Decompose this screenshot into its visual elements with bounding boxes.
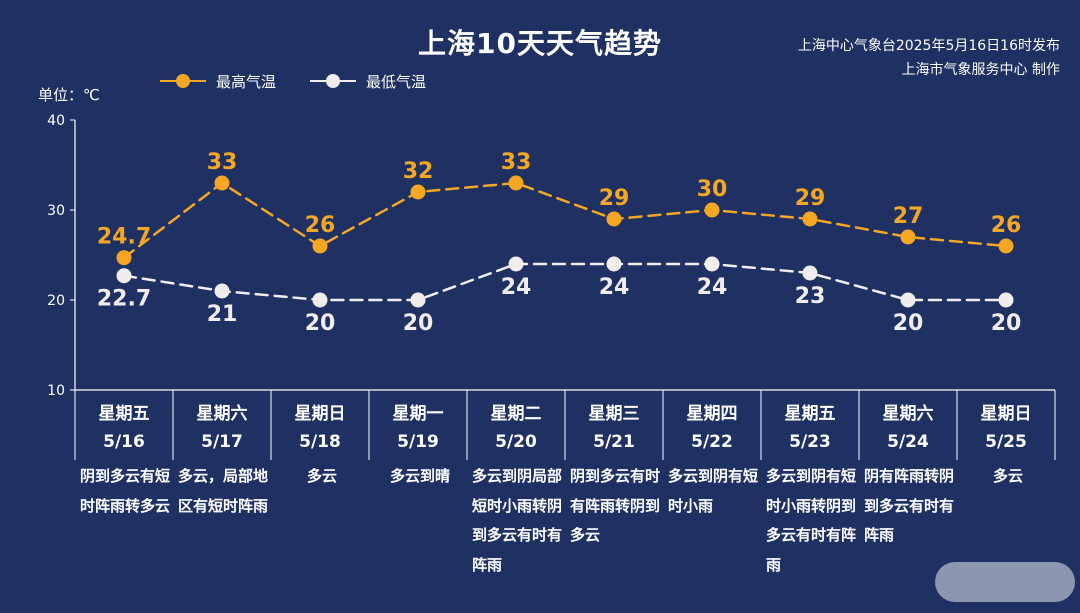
- point-high: [802, 211, 818, 227]
- x-tick-label: 5/24: [887, 432, 929, 452]
- weekday-label: 星期四: [686, 404, 738, 424]
- day-column: 星期四 5/22: [663, 392, 761, 456]
- data-label-high: 27: [893, 204, 924, 229]
- x-tick-label: 5/22: [691, 432, 733, 452]
- point-high: [998, 238, 1014, 254]
- point-low: [802, 265, 818, 281]
- series-line-high: [122, 181, 1008, 259]
- data-label-low: 24: [599, 275, 630, 300]
- day-column: 星期一 5/19: [369, 392, 467, 456]
- x-tick-label: 5/17: [201, 432, 243, 452]
- point-low: [704, 256, 720, 272]
- series-line-low: [122, 262, 1008, 302]
- weekday-label: 星期五: [98, 404, 150, 424]
- data-label-high: 24.7: [97, 225, 151, 250]
- data-label-low: 20: [991, 311, 1022, 336]
- point-low: [606, 256, 622, 272]
- unit-label: 单位：℃: [38, 86, 100, 104]
- y-tick-label: 20: [47, 293, 65, 309]
- weather-description: 多云，局部地区有短时阵雨: [178, 467, 269, 515]
- legend-item-high: 最高气温: [160, 70, 276, 92]
- point-high: [704, 202, 720, 218]
- point-low: [508, 256, 524, 272]
- weather-description: 多云到晴: [389, 467, 450, 485]
- x-tick-label: 5/18: [299, 432, 341, 452]
- point-low: [410, 292, 426, 308]
- point-high: [312, 238, 328, 254]
- watermark: [935, 562, 1075, 602]
- weekday-label: 星期日: [294, 404, 346, 424]
- data-label-high: 30: [697, 177, 728, 202]
- weekday-label: 星期三: [588, 404, 640, 424]
- point-low: [312, 292, 328, 308]
- data-label-high: 33: [207, 150, 238, 175]
- y-tick-label: 10: [47, 383, 65, 399]
- weather-description: 阴到多云有时有阵雨转阴到多云: [570, 467, 661, 544]
- point-high: [606, 211, 622, 227]
- data-label-high: 29: [795, 186, 826, 211]
- legend-label-high: 最高气温: [216, 72, 277, 91]
- legend-swatch-low: [310, 70, 356, 92]
- x-tick-label: 5/25: [985, 432, 1027, 452]
- weather-description: 多云到阴局部短时小雨转阴到多云有时有阵雨: [472, 467, 563, 574]
- point-low: [116, 268, 132, 284]
- y-tick-label: 40: [47, 113, 65, 129]
- point-high: [116, 250, 132, 266]
- data-label-high: 26: [305, 213, 336, 238]
- issuer-info: 上海中心气象台2025年5月16日16时发布 上海市气象服务中心 制作: [798, 34, 1060, 82]
- data-label-high: 32: [403, 159, 434, 184]
- weekday-label: 星期一: [392, 404, 444, 424]
- day-column: 星期日 5/18: [271, 392, 369, 456]
- data-label-low: 22.7: [97, 287, 151, 312]
- legend-item-low: 最低气温: [310, 70, 426, 92]
- day-column: 星期六 5/17: [173, 392, 271, 456]
- issuer-line-1: 上海中心气象台2025年5月16日16时发布: [797, 38, 1060, 54]
- data-label-high: 29: [599, 186, 630, 211]
- x-tick-label: 5/19: [397, 432, 439, 452]
- weather-description: 阴有阵雨转阴到多云有时有阵雨: [864, 467, 955, 544]
- point-high: [410, 184, 426, 200]
- x-tick-label: 5/20: [495, 432, 537, 452]
- y-tick-label: 30: [47, 203, 65, 219]
- data-label-low: 20: [403, 311, 434, 336]
- weather-description: 阴到多云有短时阵雨转多云: [80, 467, 171, 515]
- legend-label-low: 最低气温: [366, 72, 427, 91]
- weather-description: 多云: [306, 467, 337, 485]
- weekday-label: 星期五: [784, 404, 836, 424]
- data-label-low: 24: [697, 275, 728, 300]
- point-high: [900, 229, 916, 245]
- data-label-low: 20: [893, 311, 924, 336]
- weekday-label: 星期日: [980, 404, 1032, 424]
- day-column: 星期二 5/20: [467, 392, 565, 456]
- day-column: 星期五 5/23: [761, 392, 859, 456]
- issuer-line-2: 上海市气象服务中心 制作: [901, 62, 1060, 78]
- day-column: 星期五 5/16: [75, 392, 173, 456]
- weather-description: 多云: [992, 467, 1023, 485]
- data-label-high: 26: [991, 213, 1022, 238]
- page-title: 上海10天天气趋势: [418, 27, 662, 60]
- data-label-low: 23: [795, 284, 826, 309]
- weather-description: 多云到阴有短时小雨转阴到多云有时有阵雨: [766, 467, 857, 574]
- weather-description: 多云到阴有短时小雨: [668, 467, 759, 515]
- x-tick-label: 5/21: [593, 432, 635, 452]
- weekday-label: 星期六: [882, 404, 934, 424]
- day-column: 星期三 5/21: [565, 392, 663, 456]
- point-low: [900, 292, 916, 308]
- point-low: [998, 292, 1014, 308]
- point-high: [214, 175, 230, 191]
- legend-swatch-high: [160, 70, 206, 92]
- x-tick-label: 5/23: [789, 432, 831, 452]
- day-column: 星期日 5/25: [957, 392, 1055, 456]
- day-column: 星期六 5/24: [859, 392, 957, 456]
- point-low: [214, 283, 230, 299]
- data-label-high: 33: [501, 150, 532, 175]
- x-tick-label: 5/16: [103, 432, 145, 452]
- data-label-low: 24: [501, 275, 532, 300]
- weekday-label: 星期六: [196, 404, 248, 424]
- data-label-low: 21: [207, 302, 238, 327]
- point-high: [508, 175, 524, 191]
- data-label-low: 20: [305, 311, 336, 336]
- weekday-label: 星期二: [490, 404, 542, 424]
